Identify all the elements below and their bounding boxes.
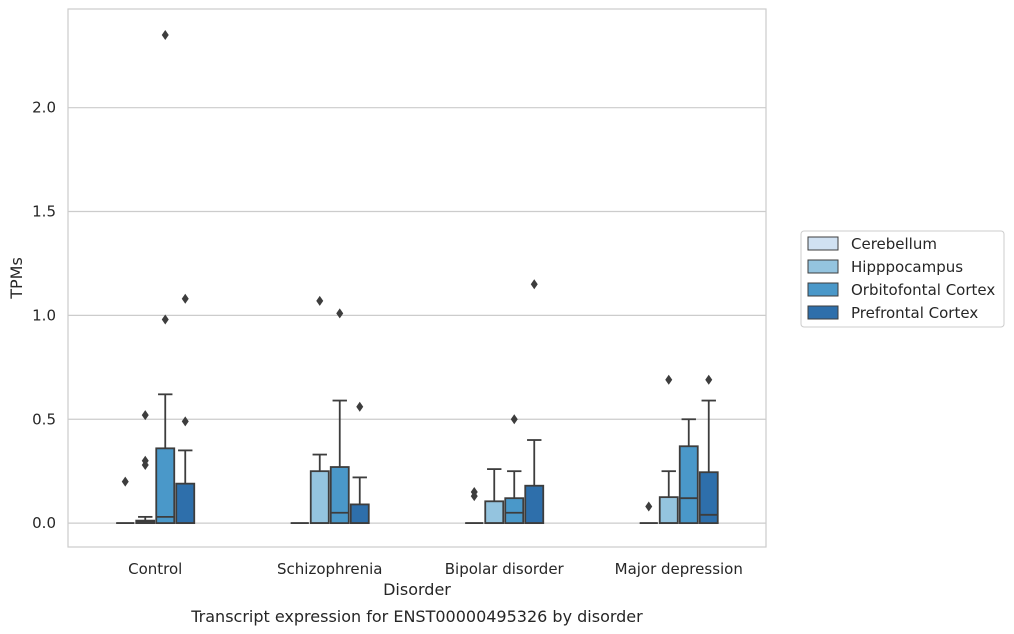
box-iqr bbox=[658, 496, 679, 525]
box-iqr bbox=[524, 484, 545, 525]
outlier-point bbox=[316, 295, 324, 306]
outlier-point bbox=[356, 401, 364, 412]
box-iqr bbox=[484, 500, 505, 525]
box-prefrontal-cortex bbox=[524, 279, 545, 525]
outlier-point bbox=[181, 293, 189, 304]
box-orbitofontal-cortex bbox=[678, 418, 699, 525]
x-tick-label: Major depression bbox=[615, 560, 743, 578]
box-orbitofontal-cortex bbox=[504, 414, 525, 525]
box-iqr bbox=[504, 497, 525, 525]
outlier-point bbox=[665, 374, 673, 385]
legend-label: Cerebellum bbox=[851, 235, 937, 253]
plot-area-frame bbox=[67, 8, 767, 548]
x-tick-label: Schizophrenia bbox=[277, 560, 382, 578]
y-tick-label: 0.0 bbox=[32, 514, 56, 532]
x-axis-ticks: Control Schizophrenia Bipolar disorder Majo… bbox=[128, 560, 743, 578]
outlier-point bbox=[161, 29, 169, 40]
legend: Cerebellum Hipppocampus Orbitofontal Corte… bbox=[800, 230, 1005, 328]
box-iqr bbox=[349, 503, 370, 525]
outlier-point bbox=[121, 476, 129, 487]
outlier-point bbox=[530, 279, 538, 290]
outlier-point bbox=[705, 374, 713, 385]
x-tick-label: Bipolar disorder bbox=[445, 560, 565, 578]
box-series bbox=[116, 29, 719, 525]
box-iqr bbox=[309, 470, 330, 525]
outlier-point bbox=[470, 486, 478, 497]
box-iqr bbox=[175, 482, 196, 525]
legend-label: Orbitofontal Cortex bbox=[851, 281, 995, 299]
figure-caption: Transcript expression for ENST0000049532… bbox=[190, 607, 643, 626]
y-axis-title: TPMs bbox=[7, 257, 26, 300]
outlier-point bbox=[510, 414, 518, 425]
y-tick-label: 1.5 bbox=[32, 203, 56, 221]
box-prefrontal-cortex bbox=[698, 374, 719, 525]
x-tick-label: Control bbox=[128, 560, 182, 578]
x-axis-title: Disorder bbox=[383, 580, 451, 599]
box-cerebellum bbox=[465, 486, 484, 525]
legend-label: Hipppocampus bbox=[851, 258, 963, 276]
box-prefrontal-cortex bbox=[349, 401, 370, 525]
y-tick-label: 1.0 bbox=[32, 306, 56, 324]
y-tick-label: 2.0 bbox=[32, 99, 56, 117]
y-tick-label: 0.5 bbox=[32, 410, 56, 428]
outlier-point bbox=[645, 501, 653, 512]
box-cerebellum bbox=[639, 501, 658, 525]
box-hipppocampus bbox=[309, 295, 330, 525]
box-iqr bbox=[329, 466, 350, 525]
legend-swatch bbox=[807, 282, 839, 297]
box-hipppocampus bbox=[135, 410, 156, 525]
legend-swatch bbox=[807, 305, 839, 320]
box-iqr bbox=[678, 445, 699, 525]
y-axis-ticks: 0.0 0.5 1.0 1.5 2.0 bbox=[32, 99, 56, 532]
box-cerebellum bbox=[116, 476, 135, 525]
box-iqr bbox=[155, 447, 176, 525]
legend-swatch bbox=[807, 259, 839, 274]
box-hipppocampus bbox=[484, 468, 505, 525]
outlier-point bbox=[141, 455, 149, 466]
box-hipppocampus bbox=[658, 374, 679, 525]
box-prefrontal-cortex bbox=[175, 293, 196, 525]
box-orbitofontal-cortex bbox=[155, 29, 176, 525]
outlier-point bbox=[336, 308, 344, 319]
box-orbitofontal-cortex bbox=[329, 308, 350, 525]
outlier-point bbox=[181, 416, 189, 427]
legend-swatch bbox=[807, 236, 839, 251]
outlier-point bbox=[161, 314, 169, 325]
outlier-point bbox=[141, 410, 149, 421]
legend-label: Prefrontal Cortex bbox=[851, 304, 978, 322]
legend-frame bbox=[800, 230, 1005, 328]
box-iqr bbox=[698, 471, 719, 525]
